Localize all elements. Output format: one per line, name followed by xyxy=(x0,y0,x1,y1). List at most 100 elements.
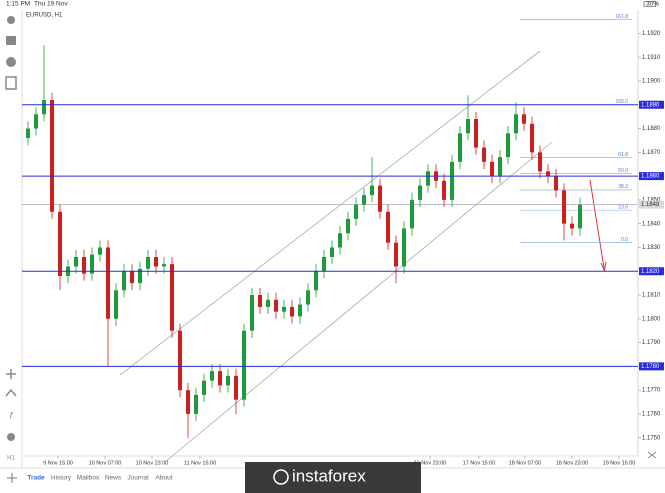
candle-body xyxy=(298,304,302,317)
tab[interactable]: About xyxy=(156,475,173,482)
candle-body xyxy=(106,247,110,319)
x-tick-label: 10 Nov 23:00 xyxy=(136,460,169,466)
level-box xyxy=(639,100,664,109)
candle-body xyxy=(554,176,558,191)
candle-body xyxy=(114,290,118,319)
candle-body xyxy=(210,371,214,381)
candle-body xyxy=(314,271,318,291)
candle-body xyxy=(130,271,134,284)
x-tick-label: 17 Nov 15:00 xyxy=(463,460,496,466)
candle-body xyxy=(442,180,446,200)
current-price-label: 1.1848 xyxy=(641,202,660,208)
tab[interactable]: Mailbox xyxy=(77,475,100,482)
level-box xyxy=(639,172,664,181)
y-tick-label: 1.1800 xyxy=(642,316,661,322)
candle-body xyxy=(242,330,246,400)
candle-body xyxy=(258,295,262,307)
tab[interactable]: News xyxy=(105,475,122,482)
candle-body xyxy=(26,128,30,139)
objects-icon[interactable] xyxy=(7,433,15,441)
expand-icon[interactable] xyxy=(647,451,657,459)
timeframe-icon[interactable]: H1 xyxy=(7,456,15,462)
x-tick-label: 9 Nov 15:00 xyxy=(43,460,73,466)
candle-body xyxy=(450,161,454,200)
crosshair-icon[interactable] xyxy=(6,369,16,379)
candle-body xyxy=(530,123,534,153)
candle-body xyxy=(498,157,502,177)
candle-body xyxy=(98,247,102,255)
candle-body xyxy=(178,330,182,391)
new-order-button[interactable] xyxy=(7,473,17,483)
line-tool-icon[interactable] xyxy=(5,388,17,397)
y-tick-label: 1.1870 xyxy=(642,150,661,156)
fib-label: 23.6 xyxy=(618,204,628,210)
candle-body xyxy=(266,299,270,307)
candle-body xyxy=(162,264,166,267)
x-tick-label: 11 Nov 15:00 xyxy=(184,460,216,466)
y-tick-label: 1.1910 xyxy=(642,55,661,61)
tab[interactable]: Journal xyxy=(127,475,149,482)
candle-body xyxy=(578,204,582,229)
x-tick-label: 16 Nov 23:00 xyxy=(414,460,447,466)
y-tick-label: 1.1920 xyxy=(642,31,661,37)
symbol-label: EURUSD, H1 xyxy=(26,13,63,19)
candle-body xyxy=(570,223,574,229)
y-tick-label: 1.1830 xyxy=(642,245,661,251)
tab[interactable]: Trade xyxy=(27,475,45,482)
level-box xyxy=(639,267,664,276)
x-tick-label: 18 Nov 07:00 xyxy=(509,460,542,466)
fib-label: 100.0 xyxy=(615,99,628,105)
candle-body xyxy=(194,394,198,414)
candle-body xyxy=(410,199,414,229)
add-indicator-icon[interactable] xyxy=(5,76,17,90)
candle-body xyxy=(354,204,358,219)
tab[interactable]: History xyxy=(51,475,72,482)
watermark-logo xyxy=(273,469,289,485)
account-icon[interactable] xyxy=(7,16,15,24)
chat-icon[interactable] xyxy=(6,57,16,67)
candle-body xyxy=(458,133,462,162)
candle-body xyxy=(322,256,326,272)
candle-body xyxy=(538,152,542,172)
fib-label: 161.8 xyxy=(615,14,628,20)
candle-body xyxy=(170,264,174,331)
battery-icon xyxy=(643,1,657,7)
tool-icon[interactable] xyxy=(6,36,16,45)
level-box xyxy=(639,362,664,371)
y-tick-label: 1.1850 xyxy=(642,197,661,203)
candle-body xyxy=(154,256,158,267)
candle-body xyxy=(50,100,54,212)
candle-body xyxy=(90,254,94,274)
candle-body xyxy=(490,161,494,177)
level-label: 1.1890 xyxy=(641,102,660,108)
candle-body xyxy=(146,256,150,269)
function-icon[interactable]: f xyxy=(10,410,14,420)
candle-body xyxy=(274,299,278,312)
candle-body xyxy=(418,185,422,200)
candle-body xyxy=(394,242,398,267)
channel-lower xyxy=(164,141,553,463)
candle-body xyxy=(250,295,254,331)
status-time: 1:15 PM xyxy=(6,1,30,8)
candle-body xyxy=(74,256,78,267)
candle-body xyxy=(346,218,350,234)
y-tick-label: 1.1790 xyxy=(642,340,661,346)
y-tick-label: 1.1760 xyxy=(642,412,661,418)
candle-body xyxy=(338,233,342,248)
candle-body xyxy=(546,171,550,177)
x-tick-label: 18 Nov 23:00 xyxy=(556,460,589,466)
current-price-box xyxy=(639,200,664,209)
level-label: 1.1860 xyxy=(641,174,660,180)
candle-body xyxy=(202,380,206,395)
candle-body xyxy=(562,190,566,224)
forecast-arrow xyxy=(589,179,605,269)
candle-body xyxy=(138,268,142,284)
y-tick-label: 1.1750 xyxy=(642,435,661,441)
status-battery: 30% xyxy=(646,1,659,8)
candle-body xyxy=(514,114,518,134)
candle-body xyxy=(466,119,470,134)
candle-body xyxy=(58,211,62,276)
y-tick-label: 1.1880 xyxy=(642,126,661,132)
